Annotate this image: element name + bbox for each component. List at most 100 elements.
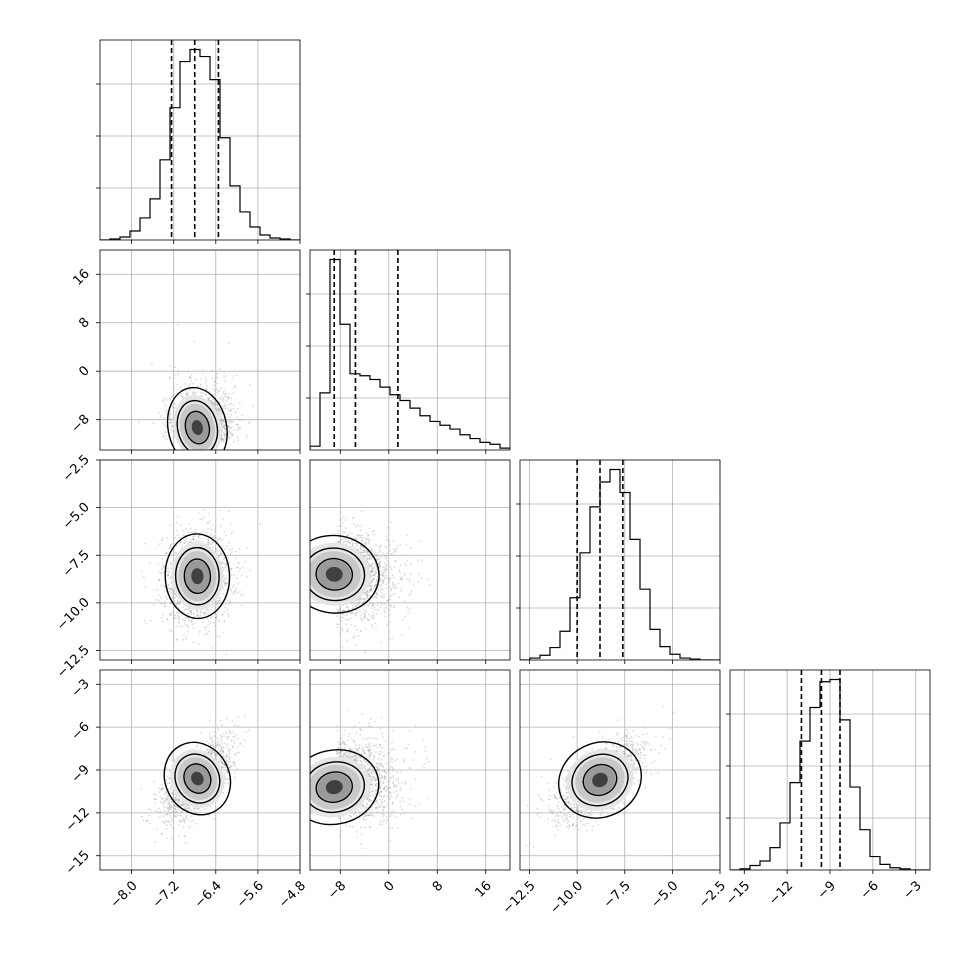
scatter-point <box>386 565 388 567</box>
scatter-point <box>163 435 165 437</box>
scatter-point <box>205 379 207 381</box>
scatter-point <box>216 756 218 758</box>
scatter-point <box>345 623 347 625</box>
scatter-point <box>238 427 240 429</box>
scatter-point <box>384 562 386 564</box>
scatter-point <box>207 522 209 524</box>
scatter-point <box>367 605 369 607</box>
scatter-point <box>203 516 205 518</box>
scatter-point <box>340 620 342 622</box>
scatter-point <box>138 421 140 423</box>
scatter-point <box>210 543 212 545</box>
scatter-point <box>170 563 172 565</box>
scatter-point <box>210 744 212 746</box>
scatter-point <box>170 817 172 819</box>
scatter-point <box>372 588 374 590</box>
scatter-point <box>224 611 226 613</box>
scatter-point <box>153 589 155 591</box>
scatter-point <box>418 573 420 575</box>
scatter-point <box>374 609 376 611</box>
scatter-point <box>177 374 179 376</box>
scatter-point <box>176 552 178 554</box>
scatter-point <box>166 409 168 411</box>
scatter-point <box>357 604 359 606</box>
scatter-point <box>182 544 184 546</box>
scatter-point <box>170 567 172 569</box>
scatter-point <box>164 606 166 608</box>
scatter-point <box>158 600 160 602</box>
scatter-point <box>375 572 377 574</box>
scatter-point <box>367 535 369 537</box>
scatter-point <box>196 391 198 393</box>
scatter-point <box>367 595 369 597</box>
scatter-point <box>392 583 394 585</box>
scatter-point <box>369 619 371 621</box>
scatter-point <box>214 607 216 609</box>
scatter-point <box>410 593 412 595</box>
scatter-point <box>343 541 345 543</box>
scatter-point <box>392 554 394 556</box>
scatter-point <box>380 602 382 604</box>
scatter-point <box>346 640 348 642</box>
scatter-point <box>180 393 182 395</box>
scatter-point <box>235 591 237 593</box>
scatter-point <box>183 530 185 532</box>
scatter-point <box>227 399 229 401</box>
scatter-point <box>376 555 378 557</box>
scatter-point <box>369 554 371 556</box>
scatter-point <box>371 586 373 588</box>
scatter-point <box>355 644 357 646</box>
scatter-point <box>224 606 226 608</box>
scatter-point <box>372 603 374 605</box>
histogram-step-line <box>520 470 720 660</box>
scatter-point <box>224 431 226 433</box>
scatter-point <box>170 544 172 546</box>
scatter-point <box>376 580 378 582</box>
scatter-point <box>384 616 386 618</box>
scatter-point <box>390 605 392 607</box>
scatter-point <box>396 587 398 589</box>
scatter-point <box>199 631 201 633</box>
scatter-point <box>224 412 226 414</box>
scatter-point <box>187 625 189 627</box>
scatter-point <box>363 610 365 612</box>
scatter-point <box>356 545 358 547</box>
scatter-point <box>230 588 232 590</box>
scatter-point <box>171 630 173 632</box>
scatter-point <box>143 576 145 578</box>
scatter-point <box>390 589 392 591</box>
scatter-point <box>358 635 360 637</box>
scatter-point <box>223 407 225 409</box>
scatter-point <box>246 437 248 439</box>
scatter-point <box>212 543 214 545</box>
scatter-point <box>220 414 222 416</box>
scatter-point <box>214 731 216 733</box>
scatter-point <box>369 528 371 530</box>
scatter-point <box>241 419 243 421</box>
scatter-point <box>228 542 230 544</box>
scatter-point <box>163 417 165 419</box>
scatter-point <box>360 535 362 537</box>
scatter-point <box>353 523 355 525</box>
scatter-point <box>366 537 368 539</box>
scatter-point <box>354 606 356 608</box>
scatter-point <box>353 602 355 604</box>
scatter-point <box>387 527 389 529</box>
scatter-point <box>204 394 206 396</box>
scatter-point <box>380 642 382 644</box>
scatter-point <box>245 561 247 563</box>
scatter-point <box>379 549 381 551</box>
scatter-point <box>159 543 161 545</box>
pair-panel-1-0 <box>138 324 254 473</box>
scatter-point <box>165 596 167 598</box>
scatter-point <box>389 609 391 611</box>
scatter-point <box>227 413 229 415</box>
scatter-point <box>177 600 179 602</box>
scatter-point <box>246 576 248 578</box>
scatter-point <box>170 365 172 367</box>
scatter-point <box>212 403 214 405</box>
scatter-point <box>342 617 344 619</box>
scatter-point <box>365 610 367 612</box>
scatter-point <box>354 635 356 637</box>
scatter-point <box>203 634 205 636</box>
